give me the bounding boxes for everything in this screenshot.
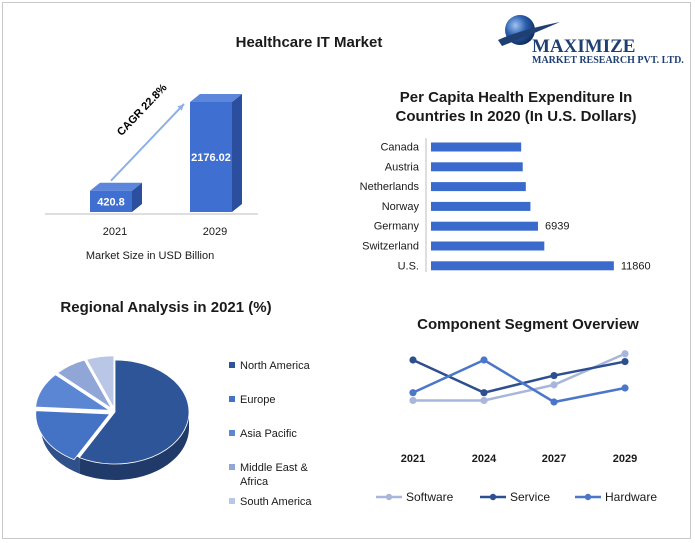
- pie-side-0: [79, 412, 189, 480]
- pie-legend-label: Europe: [240, 394, 275, 406]
- hbar-bar-germany: [431, 221, 538, 231]
- line-tick-label: 2029: [613, 453, 637, 465]
- per-capita-title-line-2: Countries In 2020 (In U.S. Dollars): [396, 108, 637, 125]
- hbar-category-label: Canada: [380, 142, 419, 154]
- line-point-software: [409, 396, 417, 405]
- pie-legend-label: Africa: [240, 476, 269, 488]
- cagr-arrow: [110, 103, 185, 182]
- pie-legend-swatch: [229, 362, 235, 368]
- cagr-arrow-head-icon: [177, 104, 184, 111]
- bar-value-label-2021: 420.8: [97, 196, 125, 208]
- market-size-chart: CAGR 22.8% Market Size in USD Billion 42…: [45, 82, 258, 262]
- hbar-category-label: Austria: [385, 161, 420, 173]
- per-capita-chart: Per Capita Health Expenditure In Countri…: [360, 89, 651, 272]
- line-legend-marker: [385, 493, 393, 501]
- bar-side-2021: [132, 182, 142, 212]
- line-point-hardware: [550, 398, 558, 406]
- bar-top-2029: [190, 94, 242, 102]
- pie-legend-label: Asia Pacific: [240, 428, 297, 440]
- line-series-service: [412, 358, 626, 394]
- logo-tagline: MARKET RESEARCH PVT. LTD.: [532, 55, 684, 66]
- hbar-category-label: Norway: [382, 201, 420, 213]
- bar-side-2029: [232, 94, 242, 212]
- regional-analysis-chart: Regional Analysis in 2021 (%) North Amer…: [35, 299, 312, 508]
- pie-legend-label: North America: [240, 360, 311, 372]
- hbar-bar-austria: [431, 162, 523, 172]
- line-point-hardware: [621, 384, 629, 392]
- pie-slice-europe: [35, 410, 111, 461]
- pie-legend-swatch: [229, 464, 235, 470]
- hbar-value-label: 11860: [621, 260, 651, 272]
- line-tick-label: 2027: [542, 453, 566, 465]
- swoosh-icon: [498, 22, 560, 46]
- regional-analysis-title: Regional Analysis in 2021 (%): [60, 299, 271, 316]
- pie-slice-middle-east-africa: [56, 359, 112, 409]
- line-tick-label: 2024: [472, 453, 497, 465]
- line-point-hardware: [480, 356, 488, 364]
- hbar-category-label: Netherlands: [360, 181, 420, 193]
- hbar-category-label: Germany: [374, 221, 420, 233]
- hbar-category-label: U.S.: [398, 260, 419, 272]
- line-point-software: [550, 381, 558, 389]
- line-legend-marker: [584, 493, 592, 501]
- component-segment-chart: Component Segment Overview 2021 2024 2027 2…: [376, 316, 657, 504]
- pie-legend-swatch: [229, 498, 235, 504]
- pie-slice-asia-pacific: [35, 374, 111, 411]
- pie-legend-swatch: [229, 430, 235, 436]
- pie-legend-label: South America: [240, 496, 312, 508]
- hbar-bar-netherlands: [431, 182, 526, 192]
- bar-tick-label-2021: 2021: [103, 226, 127, 238]
- market-size-caption: Market Size in USD Billion: [86, 250, 214, 262]
- bar-2021: [90, 190, 132, 212]
- hbar-bar-us: [431, 261, 614, 271]
- line-point-service: [409, 356, 417, 364]
- bar-top-2021: [90, 182, 142, 191]
- line-point-hardware: [409, 389, 417, 397]
- hbar-category-label: Switzerland: [362, 241, 419, 253]
- company-logo: MAXIMIZE MARKET RESEARCH PVT. LTD.: [498, 15, 684, 66]
- bar-2029: [190, 102, 232, 212]
- line-legend-label: Service: [510, 490, 550, 504]
- line-point-software: [621, 350, 629, 358]
- pie-slice-north-america: [78, 359, 190, 465]
- line-tick-label: 2021: [401, 453, 425, 465]
- line-point-software: [480, 396, 488, 405]
- pie-legend-label: Middle East &: [240, 462, 309, 474]
- bar-value-label-2029: 2176.02: [191, 152, 231, 164]
- per-capita-title-line-1: Per Capita Health Expenditure In: [400, 89, 633, 106]
- line-legend-label: Hardware: [605, 490, 657, 504]
- pie-slice-south-america: [86, 355, 115, 410]
- pie-legend-swatch: [229, 396, 235, 402]
- page-title: Healthcare IT Market: [236, 34, 383, 51]
- hbar-bar-canada: [431, 142, 522, 152]
- cagr-annotation: CAGR 22.8%: [115, 82, 170, 139]
- line-point-service: [550, 371, 558, 380]
- line-legend-marker: [489, 493, 497, 501]
- logo-name: MAXIMIZE: [532, 36, 635, 57]
- component-segment-title: Component Segment Overview: [417, 316, 639, 333]
- hbar-value-label: 6939: [545, 221, 569, 233]
- line-legend-label: Software: [406, 490, 454, 504]
- bar-tick-label-2029: 2029: [203, 226, 227, 238]
- line-series-hardware: [412, 358, 626, 404]
- hbar-bar-switzerland: [431, 241, 545, 251]
- line-point-service: [480, 389, 488, 397]
- hbar-bar-norway: [431, 201, 531, 211]
- line-point-service: [621, 357, 629, 366]
